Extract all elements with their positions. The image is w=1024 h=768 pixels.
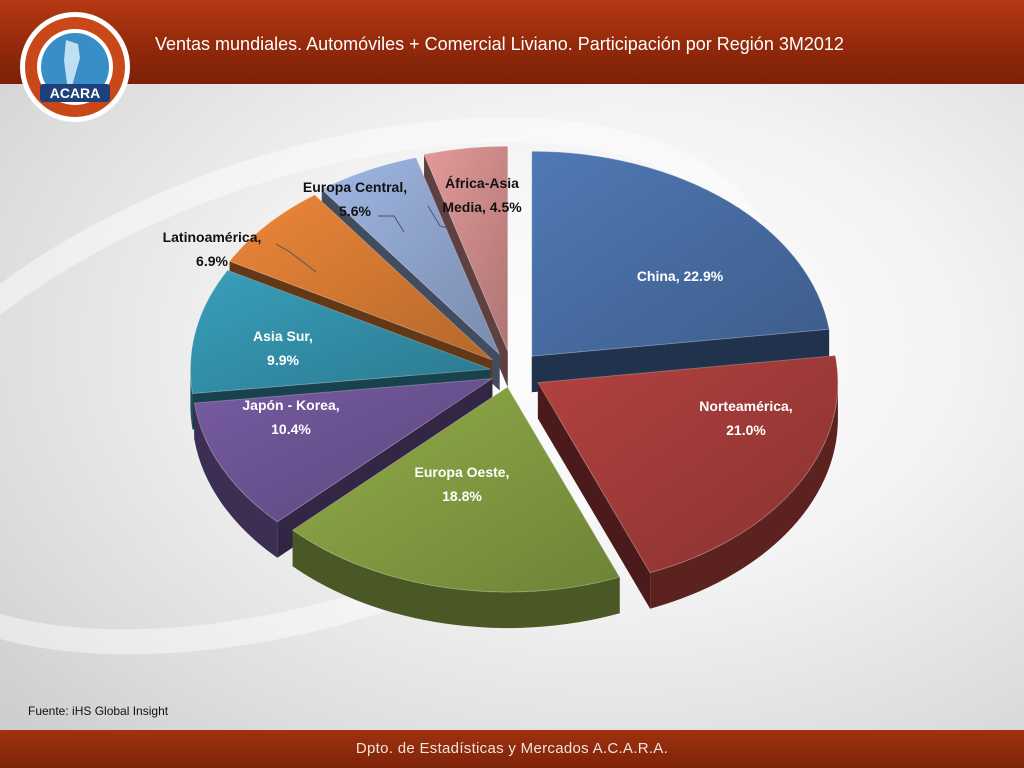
pie-labels: China, 22.9% Norteamérica, 21.0% Europa Oes… (163, 175, 793, 504)
pie-slice (228, 194, 493, 361)
pie-slice (537, 355, 839, 574)
data-label: Latinoamérica, 6.9% (163, 229, 262, 269)
leader-line (275, 243, 317, 273)
pie-slice (531, 150, 830, 357)
footer-text: Dpto. de Estadísticas y Mercados A.C.A.R… (355, 740, 669, 757)
data-label: Japón - Korea, 10.4% (242, 397, 339, 437)
logo-text: ACARA (50, 85, 101, 101)
pie-slice (189, 269, 491, 395)
leader-line (378, 215, 405, 233)
source-note: Fuente: iHS Global Insight (28, 704, 169, 718)
leader-line (427, 205, 449, 229)
data-label: Asia Sur, 9.9% (253, 328, 313, 368)
data-label: Europa Oeste, 18.8% (415, 464, 510, 504)
pie-slice (291, 386, 621, 593)
pie-slice (320, 156, 501, 355)
data-label: Norteamérica, 21.0% (699, 398, 792, 438)
acara-logo: ACARA (20, 12, 130, 122)
header-bar: Ventas mundiales. Automóviles + Comercia… (0, 0, 1024, 84)
data-label: Europa Central, 5.6% (303, 179, 407, 219)
footer-bar: Dpto. de Estadísticas y Mercados A.C.A.R… (0, 730, 1024, 768)
slide-title: Ventas mundiales. Automóviles + Comercia… (155, 34, 844, 54)
pie-slice (423, 145, 509, 352)
data-label: China, 22.9% (637, 268, 724, 284)
pie-slice (193, 377, 495, 523)
data-label: África-Asia Media, 4.5% (442, 175, 522, 215)
pie-slices (189, 145, 839, 629)
